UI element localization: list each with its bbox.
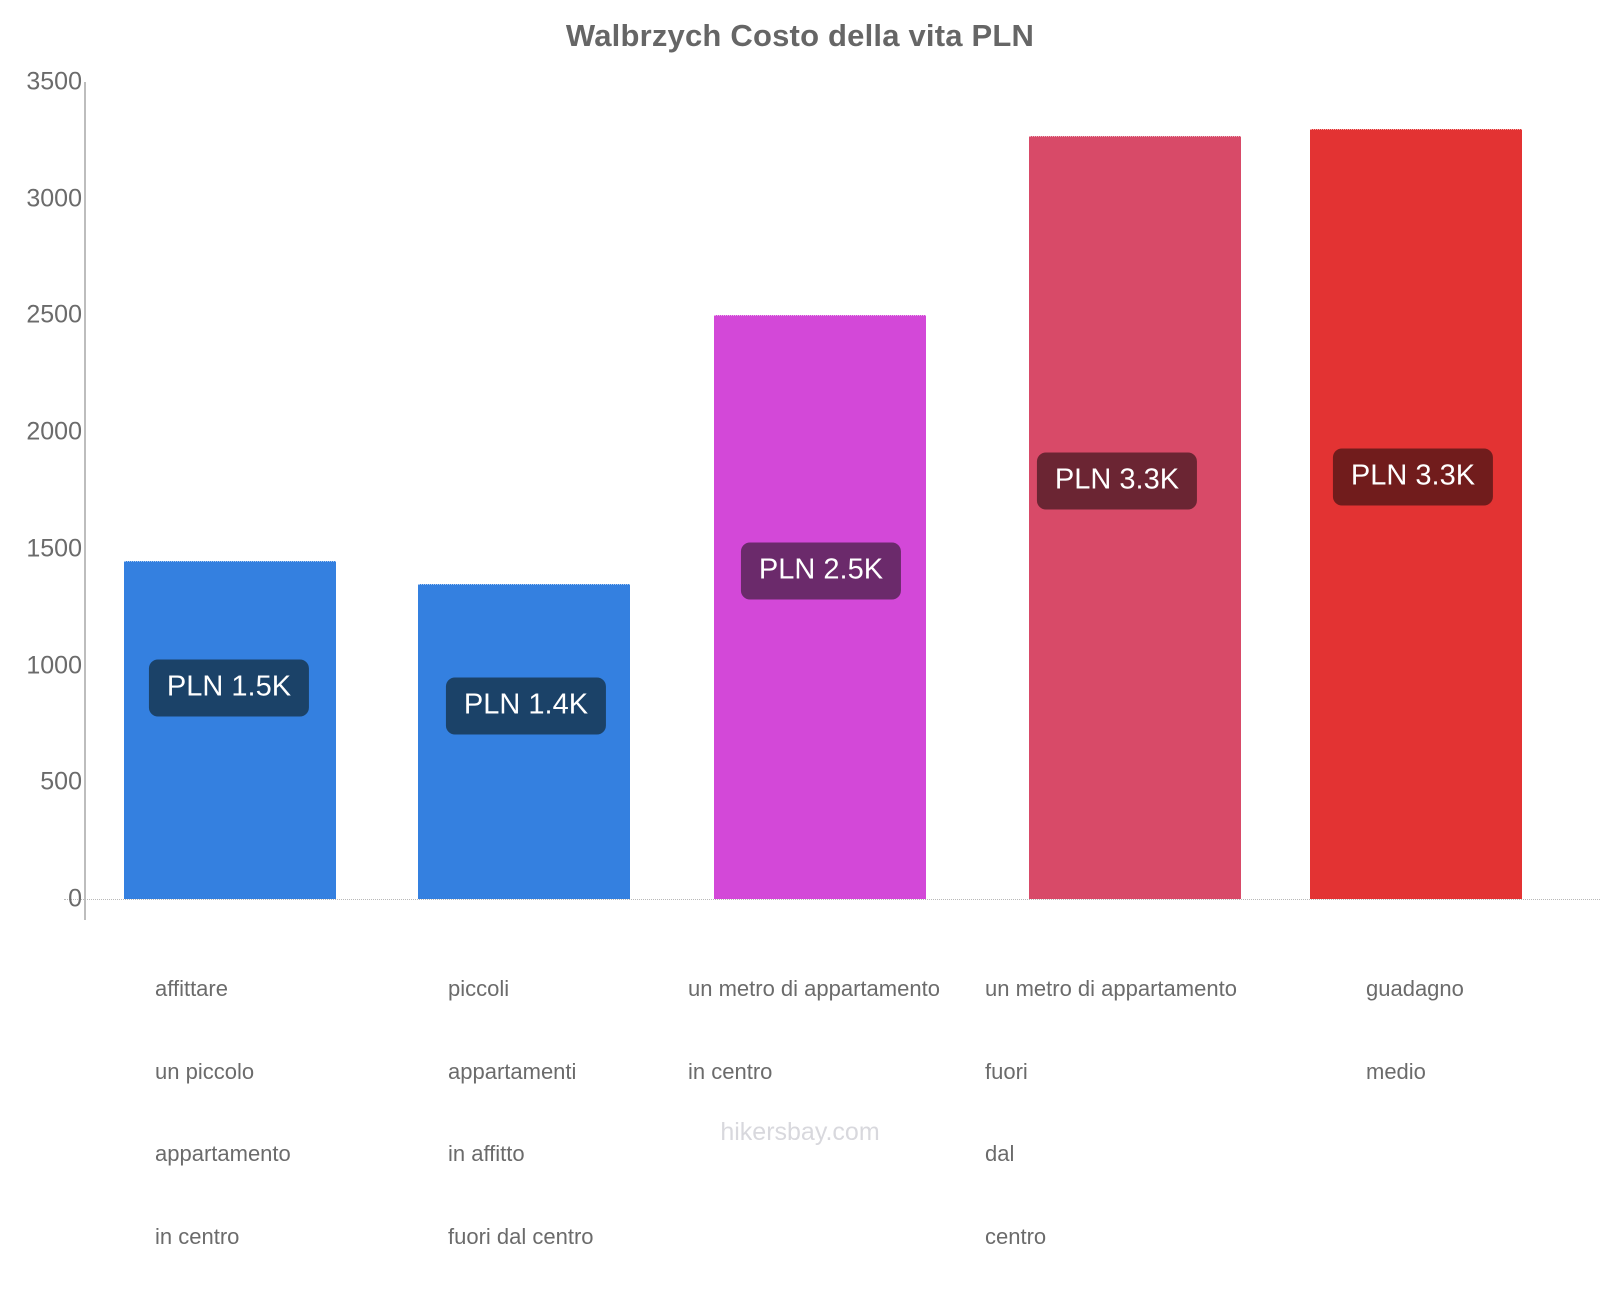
bar-value-label-3: PLN 3.3K (1036, 452, 1198, 510)
y-axis-line (84, 82, 86, 920)
bar-chart: Walbrzych Costo della vita PLN 0 500 100… (26, 18, 1600, 1249)
plot-area: 0 500 1000 1500 2000 2500 3000 3500 PLN … (26, 67, 1600, 1249)
bar-value-label-0: PLN 1.5K (148, 659, 310, 717)
bar-value-label-2: PLN 2.5K (740, 542, 902, 600)
category-label-line: un metro di appartamento (688, 976, 940, 1001)
category-label-line: in affitto (448, 1141, 525, 1166)
y-tick-label-500: 500 (40, 767, 82, 796)
bar-guadagno-medio[interactable] (1310, 129, 1522, 899)
category-label-2: un metro di appartamento in centro (688, 920, 940, 1140)
y-tick-label-0: 0 (68, 884, 82, 913)
category-label-line: un piccolo (155, 1058, 255, 1084)
category-label-line: piccoli (448, 976, 510, 1001)
bar-top-edge (124, 561, 336, 562)
category-label-line: guadagno (1366, 976, 1464, 1001)
category-label-line: fuori (985, 1058, 1028, 1084)
category-label-line: appartamenti (448, 1058, 577, 1084)
bar-top-edge (418, 584, 630, 585)
bar-top-edge (714, 315, 926, 316)
bar-un-metro-di-appartamento-in-centro[interactable] (714, 315, 926, 899)
category-label-4: guadagno medio (1366, 920, 1464, 1140)
y-tick-label-3500: 3500 (26, 67, 82, 96)
chart-title: Walbrzych Costo della vita PLN (565, 18, 1035, 53)
bar-value-label-4: PLN 3.3K (1332, 448, 1494, 506)
category-label-line: dal (985, 1141, 1015, 1166)
y-tick-label-1000: 1000 (26, 651, 82, 680)
category-label-line: in centro (688, 1058, 773, 1084)
bar-top-edge (1310, 129, 1522, 130)
category-label-line: centro (985, 1223, 1047, 1249)
category-label-0: affittare un piccolo appartamento in cen… (155, 920, 291, 1305)
category-label-line: appartamento (155, 1141, 291, 1166)
bar-un-metro-di-appartamento-fuori-dal-centro[interactable] (1029, 136, 1241, 899)
category-label-line: affittare (155, 976, 228, 1001)
category-label-line: in centro (155, 1223, 240, 1249)
category-label-line: un metro di appartamento (985, 976, 1237, 1001)
bar-top-edge (1029, 136, 1241, 137)
y-tick-label-2000: 2000 (26, 417, 82, 446)
y-tick-label-3000: 3000 (26, 184, 82, 213)
footer-credit: hikersbay.com (720, 1118, 880, 1146)
category-label-3: un metro di appartamento fuori dal centr… (985, 920, 1237, 1305)
category-label-line: fuori dal centro (448, 1223, 594, 1249)
category-label-line: medio (1366, 1058, 1426, 1084)
category-label-1: piccoli appartamenti in affitto fuori da… (448, 920, 594, 1305)
y-tick-label-2500: 2500 (26, 300, 82, 329)
bar-value-label-1: PLN 1.4K (445, 677, 607, 735)
y-tick-label-1500: 1500 (26, 534, 82, 563)
bar-affittare-un-piccolo-appartamento-in-centro[interactable] (124, 561, 336, 899)
bar-piccoli-appartamenti-in-affitto-fuori-dal-centro[interactable] (418, 584, 630, 899)
zero-baseline (64, 899, 1600, 901)
